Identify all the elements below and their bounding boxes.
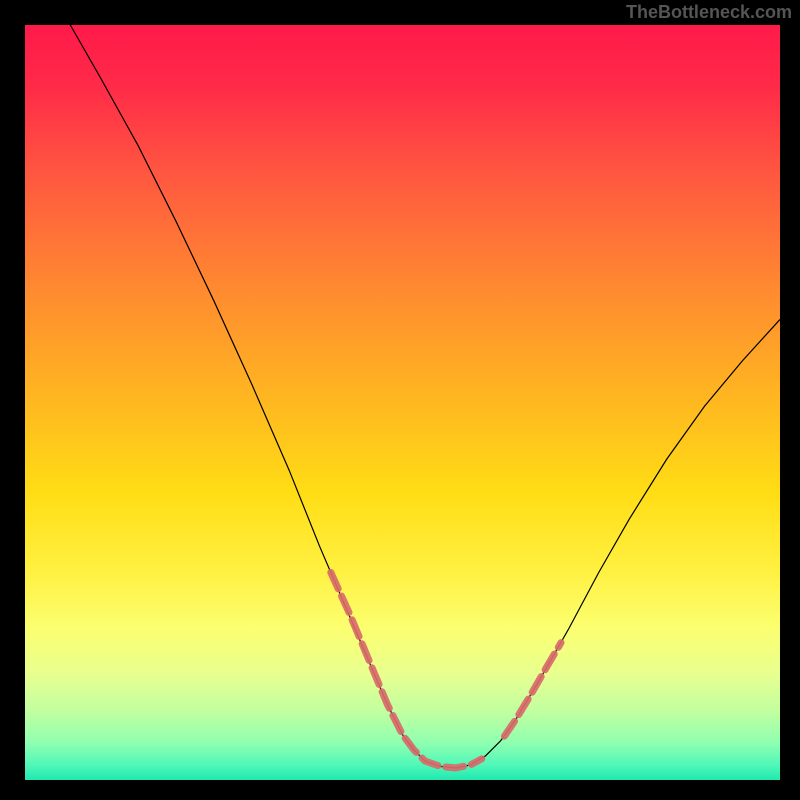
watermark-text: TheBottleneck.com	[626, 2, 792, 23]
chart-container: TheBottleneck.com	[0, 0, 800, 800]
bottleneck-curve	[70, 25, 780, 768]
dashed-overlay-left	[331, 572, 482, 768]
curve-layer	[25, 25, 780, 780]
plot-area	[25, 25, 780, 780]
dashed-overlay-right	[504, 643, 561, 737]
